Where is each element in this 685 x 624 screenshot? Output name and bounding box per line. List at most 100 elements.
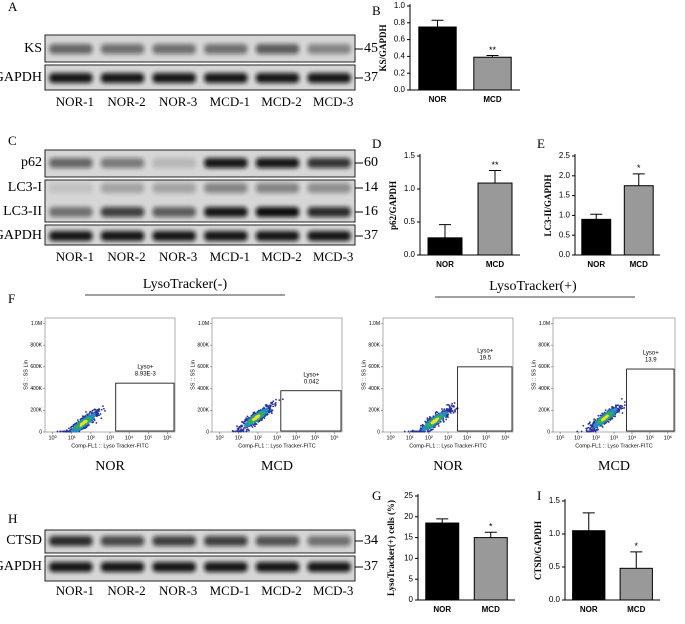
event-dot bbox=[72, 423, 75, 426]
blot-band bbox=[49, 536, 93, 546]
group-header: LysoTracker(+) bbox=[489, 279, 577, 294]
row-label: p62 bbox=[21, 155, 42, 170]
marker-label: 34 bbox=[364, 533, 378, 548]
event-dot bbox=[245, 428, 248, 431]
event-dot bbox=[245, 419, 248, 422]
event-dot bbox=[587, 426, 590, 429]
blot-band bbox=[307, 158, 351, 168]
y-tick-label: 600K bbox=[538, 364, 550, 370]
x-tick-label: 10¹ bbox=[68, 435, 76, 441]
x-tick-label: MCD bbox=[630, 260, 648, 269]
event-dot bbox=[591, 423, 594, 425]
y-tick-label: 0.0 bbox=[549, 595, 561, 604]
event-dot bbox=[418, 430, 421, 433]
event-dot bbox=[278, 399, 281, 402]
sample-label: MCD bbox=[261, 459, 293, 474]
event-dot bbox=[251, 426, 254, 428]
blot-band bbox=[204, 73, 248, 83]
event-dot bbox=[621, 412, 624, 414]
blot-band bbox=[152, 562, 196, 572]
y-tick-label: 200K bbox=[538, 408, 550, 414]
event-dot bbox=[272, 403, 274, 406]
event-dot bbox=[102, 407, 105, 410]
panel-letter: B bbox=[372, 3, 381, 18]
event-dot bbox=[597, 414, 600, 417]
lane-label: NOR-1 bbox=[56, 94, 94, 109]
x-tick-label: 10³ bbox=[273, 435, 281, 441]
error-bar bbox=[582, 512, 595, 531]
y-tick-label: 200K bbox=[30, 408, 42, 414]
y-axis-title: CTSD/GAPDH bbox=[533, 521, 543, 580]
blot-membrane bbox=[44, 555, 356, 582]
panel-letter: E bbox=[537, 136, 545, 151]
event-dot bbox=[586, 430, 589, 433]
blot-band bbox=[49, 207, 93, 217]
event-dot bbox=[576, 430, 579, 433]
event-dot bbox=[621, 405, 624, 408]
event-dot bbox=[446, 404, 449, 406]
event-dot bbox=[450, 412, 452, 414]
blot-band bbox=[255, 562, 300, 572]
density-cloud bbox=[231, 398, 284, 433]
x-tick-label: NOR bbox=[436, 260, 454, 269]
event-dot bbox=[61, 430, 64, 433]
event-dot bbox=[623, 407, 626, 409]
event-dot bbox=[623, 404, 626, 407]
event-dot bbox=[590, 428, 593, 431]
lane-label: NOR-2 bbox=[107, 249, 145, 264]
blot-membrane bbox=[44, 179, 356, 223]
x-tick-label: 10⁵ bbox=[646, 434, 654, 441]
y-tick-label: 0 bbox=[206, 429, 209, 435]
event-dot bbox=[97, 410, 100, 412]
blot-membrane bbox=[44, 149, 356, 178]
y-tick-label: 0.8 bbox=[394, 18, 406, 27]
event-dot bbox=[445, 418, 448, 421]
event-dot bbox=[91, 421, 94, 424]
blot-membrane bbox=[44, 34, 356, 63]
blot-band bbox=[49, 44, 93, 54]
y-axis-title: LC3-II/GAPDH bbox=[543, 174, 553, 236]
blot-band bbox=[255, 536, 300, 546]
y-axis-title: p62/GAPDH bbox=[388, 181, 398, 230]
x-axis-title: Comp-FL1 :: Lyso Tracker-FITC bbox=[71, 443, 148, 449]
x-tick-label: 10³ bbox=[106, 435, 114, 441]
blot-band bbox=[307, 183, 351, 193]
lane-label: MCD-3 bbox=[313, 583, 353, 598]
error-bar bbox=[489, 170, 501, 184]
lane-label: NOR-3 bbox=[159, 249, 197, 264]
bar bbox=[473, 537, 508, 601]
event-dot bbox=[236, 430, 239, 432]
gate-value: 0.042 bbox=[304, 379, 320, 385]
event-dot bbox=[589, 430, 592, 433]
event-dot bbox=[100, 417, 103, 420]
panel-letter: H bbox=[8, 511, 17, 526]
event-dot bbox=[604, 409, 607, 412]
gate bbox=[115, 382, 175, 432]
event-dot bbox=[104, 409, 106, 412]
gate bbox=[280, 390, 342, 432]
row-label: LC3-II bbox=[3, 204, 42, 219]
sample-label: NOR bbox=[95, 459, 125, 474]
gate-name: Lyso+ bbox=[477, 348, 493, 354]
x-tick-label: 10⁴ bbox=[125, 434, 134, 441]
event-dot bbox=[451, 405, 454, 408]
y-tick-label: 600K bbox=[368, 364, 380, 370]
blot-band bbox=[100, 207, 145, 217]
y-tick-label: 25 bbox=[404, 491, 413, 500]
gate bbox=[626, 368, 675, 432]
panel-letter: D bbox=[372, 136, 381, 151]
panel-letter: C bbox=[8, 133, 17, 148]
event-dot bbox=[95, 414, 97, 417]
y-tick-label: 0.0 bbox=[394, 85, 406, 94]
blot-band bbox=[255, 183, 300, 193]
blot-band bbox=[307, 73, 351, 83]
blot-band bbox=[307, 207, 351, 217]
bar bbox=[572, 530, 606, 601]
event-dot bbox=[260, 417, 262, 420]
plot-frame bbox=[382, 317, 514, 433]
event-dot bbox=[245, 430, 248, 433]
y-tick-label: 800K bbox=[197, 342, 209, 348]
x-tick-label: 10¹ bbox=[574, 435, 582, 441]
y-tick-label: 0 bbox=[377, 429, 380, 435]
